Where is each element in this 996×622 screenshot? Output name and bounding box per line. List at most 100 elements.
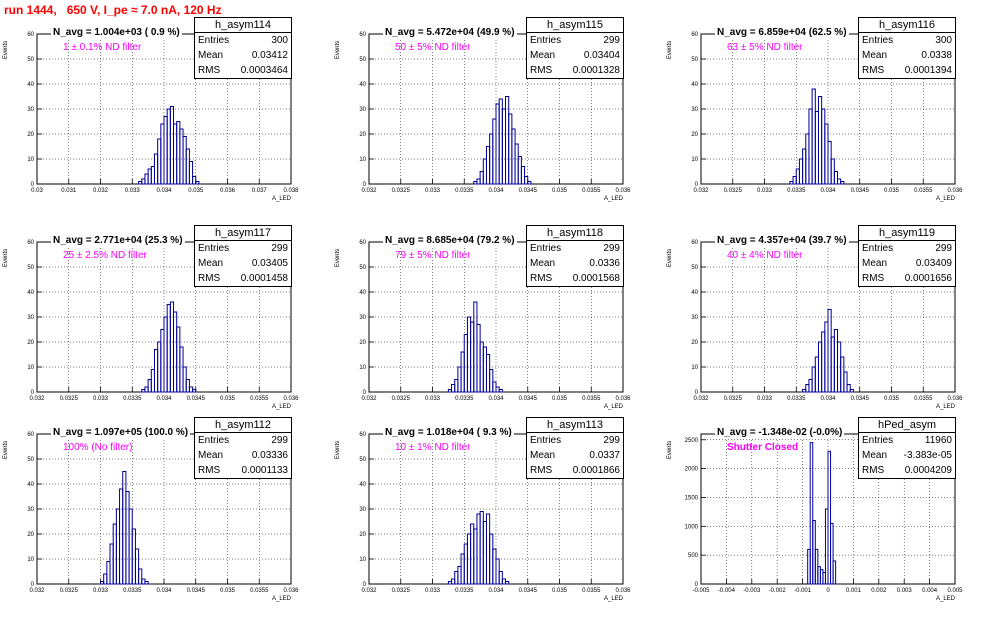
x-tick-label: -0.001 <box>794 588 812 594</box>
stats-box-title: h_asym115 <box>527 18 623 33</box>
y-tick-label: 30 <box>27 315 34 321</box>
mean-label: Mean <box>862 450 888 461</box>
rms-value: 0.0001394 <box>904 65 952 76</box>
x-tick-label: 0.0355 <box>582 188 601 194</box>
mean-value: 0.03409 <box>915 258 952 269</box>
x-tick-label: 0.0325 <box>724 396 743 402</box>
histogram-bin <box>524 176 529 185</box>
y-tick-label: 30 <box>27 107 34 113</box>
x-tick-label: 0.0345 <box>187 588 206 594</box>
x-axis-label: A_LED <box>272 596 292 602</box>
x-tick-label: 0.032 <box>693 396 709 402</box>
histogram-panel-h-asym116: 0.032 0.0325 0.033 0.0335 0.034 0.0345 0.035 0.… <box>664 14 992 220</box>
y-tick-label: 2500 <box>685 438 699 444</box>
x-tick-label: 0.0355 <box>914 396 933 402</box>
navg-label: N_avg = 4.357e+04 (39.7 %) <box>715 235 849 246</box>
mean-label: Mean <box>198 450 224 461</box>
x-tick-label: 0.036 <box>283 396 299 402</box>
y-tick-label: 60 <box>27 32 34 38</box>
entries-value: 300 <box>271 35 288 46</box>
entries-value: 11960 <box>924 435 952 446</box>
x-tick-label: 0.032 <box>93 188 109 194</box>
y-tick-label: 1500 <box>685 495 699 501</box>
histogram-bin <box>833 171 839 185</box>
y-axis-label: Events <box>335 441 341 459</box>
y-tick-label: 20 <box>691 340 698 346</box>
run-title: run 1444, 650 V, I_pe ≈ 7.0 nA, 120 Hz <box>4 3 222 17</box>
filter-label: 25 ± 2.5% ND filter <box>63 250 147 261</box>
x-tick-label: 0.0325 <box>392 188 411 194</box>
y-tick-label: 20 <box>27 340 34 346</box>
rms-label: RMS <box>198 465 221 476</box>
x-tick-label: 0.034 <box>488 396 504 402</box>
y-tick-label: 40 <box>359 82 366 88</box>
stats-box: h_asym112 Entries 299 Mean 0.03336 RMS 0.00011… <box>194 417 292 479</box>
y-tick-label: 500 <box>688 553 699 559</box>
histogram-svg: 0.032 0.0325 0.033 0.0335 0.034 0.0345 0.035 0.… <box>3 240 299 410</box>
x-tick-label: 0.038 <box>283 188 299 194</box>
mean-value: 0.0336 <box>589 258 620 269</box>
rms-value: 0.0001568 <box>572 273 620 284</box>
x-tick-label: 0.036 <box>220 188 236 194</box>
x-tick-label: 0.032 <box>361 188 377 194</box>
histogram-svg: 0.032 0.0325 0.033 0.0335 0.034 0.0345 0.035 0.… <box>667 32 963 202</box>
x-tick-label: 0.002 <box>871 588 887 594</box>
x-tick-label: 0.03 <box>31 188 43 194</box>
x-tick-label: 0.036 <box>947 396 963 402</box>
histogram-svg: 0.032 0.0325 0.033 0.0335 0.034 0.0345 0.035 0.… <box>335 32 631 202</box>
histogram-panel-h-asym113: 0.032 0.0325 0.033 0.0335 0.034 0.0345 0.035 0.… <box>332 414 660 620</box>
mean-value: 0.03404 <box>583 50 620 61</box>
histogram-svg: 0.032 0.0325 0.033 0.0335 0.034 0.0345 0.035 0.… <box>335 432 631 602</box>
x-tick-label: -0.005 <box>692 588 710 594</box>
x-tick-label: -0.002 <box>769 588 787 594</box>
y-tick-label: 0 <box>363 182 367 188</box>
mean-value: 0.0337 <box>589 450 620 461</box>
mean-value: -3.383e-05 <box>903 450 952 461</box>
y-tick-label: 50 <box>27 57 34 63</box>
y-tick-label: 40 <box>691 82 698 88</box>
histogram-bin <box>195 181 200 185</box>
stats-box-title: h_asym117 <box>195 226 291 241</box>
x-tick-label: 0.004 <box>922 588 938 594</box>
stats-box-title: h_asym119 <box>859 226 955 241</box>
y-tick-label: 1000 <box>685 524 699 530</box>
y-tick-label: 10 <box>27 557 34 563</box>
x-tick-label: 0.034 <box>820 396 836 402</box>
y-tick-label: 20 <box>27 132 34 138</box>
filter-label: 63 ± 5% ND filter <box>727 42 803 53</box>
filter-label: 79 ± 5% ND filter <box>395 250 471 261</box>
y-tick-label: 40 <box>27 482 34 488</box>
histogram-bin <box>832 560 837 585</box>
x-tick-label: 0.0335 <box>787 396 806 402</box>
rms-label: RMS <box>530 465 553 476</box>
y-tick-label: 30 <box>359 315 366 321</box>
y-axis-label: Events <box>3 249 9 267</box>
x-tick-label: 0.037 <box>252 188 268 194</box>
mean-label: Mean <box>862 258 888 269</box>
rms-label: RMS <box>862 465 885 476</box>
x-tick-label: 0.0355 <box>582 588 601 594</box>
histogram-bin <box>840 181 845 185</box>
filter-label: 40 ± 4% ND filter <box>727 250 803 261</box>
navg-label: N_avg = 8.685e+04 (79.2 %) <box>383 235 517 246</box>
histogram-panel-hped-asym: -0.005 -0.004 -0.003 -0.002 -0.001 0 0.001 0.00… <box>664 414 992 620</box>
x-tick-label: 0.033 <box>93 588 109 594</box>
histogram-bin <box>144 581 149 585</box>
x-tick-label: 0.0345 <box>519 188 538 194</box>
y-tick-label: 20 <box>691 132 698 138</box>
navg-label: N_avg = 2.771e+04 (25.3 %) <box>51 235 185 246</box>
histogram-bin <box>527 181 532 185</box>
filter-label: Shutter Closed <box>727 442 799 453</box>
y-tick-label: 30 <box>691 107 698 113</box>
histogram-bin <box>188 161 194 185</box>
x-axis-label: A_LED <box>936 196 956 202</box>
stats-box-title: h_asym113 <box>527 418 623 433</box>
x-tick-label: 0.0335 <box>455 188 474 194</box>
x-tick-label: 0.035 <box>220 396 236 402</box>
y-tick-label: 60 <box>359 32 366 38</box>
entries-label: Entries <box>530 435 562 446</box>
histogram-bin <box>827 450 832 585</box>
x-tick-label: 0.031 <box>61 188 77 194</box>
y-tick-label: 50 <box>359 265 366 271</box>
stats-box: h_asym118 Entries 299 Mean 0.0336 RMS 0.000156… <box>526 225 624 287</box>
